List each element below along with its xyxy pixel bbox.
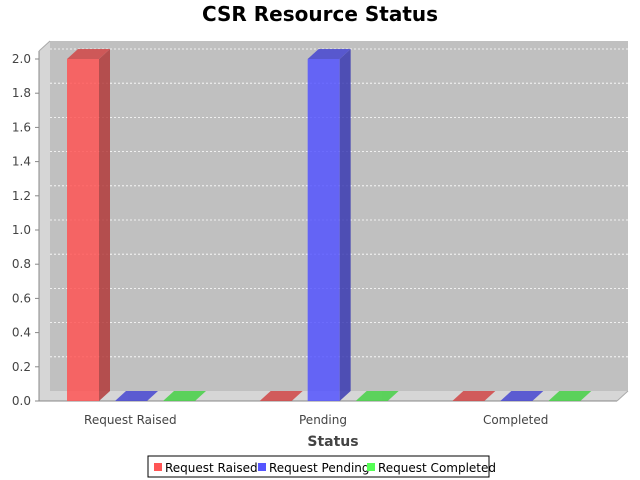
legend: Request Raised Request Pending Request Com… xyxy=(147,455,496,478)
x-axis-categories: Request Raised Pending Completed xyxy=(84,413,548,427)
x-tick-label: Request Raised xyxy=(84,413,177,427)
plot-area: 0.0 0.2 0.4 0.6 0.8 1.0 1.2 1.4 1.6 1.8 2.0 xyxy=(12,40,629,408)
bar-request-pending-2 xyxy=(500,391,544,401)
x-tick-label: Completed xyxy=(483,413,548,427)
bar-top xyxy=(355,391,399,401)
y-tick-label: 0.8 xyxy=(12,257,31,271)
bar-request-raised-0 xyxy=(67,49,110,401)
y-tick-label: 1.8 xyxy=(12,86,31,100)
bar-top xyxy=(307,49,351,59)
bar-request-pending-0 xyxy=(115,391,158,401)
bar-request-completed-0 xyxy=(163,391,206,401)
bar-request-completed-1 xyxy=(355,391,399,401)
bar-top xyxy=(548,391,592,401)
legend-swatch xyxy=(154,463,162,471)
x-tick-label: Pending xyxy=(299,413,347,427)
bar-front xyxy=(307,59,340,401)
y-tick-label: 0.6 xyxy=(12,291,31,305)
plot-edge-top-left xyxy=(38,40,51,52)
bar-request-raised-2 xyxy=(452,391,496,401)
y-tick-label: 1.6 xyxy=(12,120,31,134)
bar-request-completed-2 xyxy=(548,391,592,401)
bar-side xyxy=(99,49,110,401)
chart-title: CSR Resource Status xyxy=(202,2,438,26)
legend-label: Request Completed xyxy=(378,461,496,475)
y-tick-label: 2.0 xyxy=(12,52,31,66)
y-axis-ticks: 0.0 0.2 0.4 0.6 0.8 1.0 1.2 1.4 1.6 1.8 2.0 xyxy=(12,52,39,408)
y-tick-label: 1.4 xyxy=(12,155,31,169)
bar-top xyxy=(259,391,303,401)
y-tick-label: 1.0 xyxy=(12,223,31,237)
y-tick-label: 0.0 xyxy=(12,394,31,408)
bar-top xyxy=(163,391,206,401)
legend-swatch xyxy=(367,463,375,471)
bar-top xyxy=(67,49,110,59)
bar-top xyxy=(115,391,158,401)
y-tick-label: 0.2 xyxy=(12,360,31,374)
plot-edge-bottom-right xyxy=(616,390,629,402)
y-tick-label: 0.4 xyxy=(12,326,31,340)
bar-top xyxy=(452,391,496,401)
y-tick-label: 1.2 xyxy=(12,189,31,203)
bar-request-pending-1 xyxy=(307,49,351,401)
bars xyxy=(67,49,592,401)
x-axis-title: Status xyxy=(307,434,358,450)
bar-top xyxy=(500,391,544,401)
legend-box xyxy=(147,455,490,478)
bar-side xyxy=(339,49,351,401)
legend-label: Request Pending xyxy=(269,461,370,475)
legend-swatch xyxy=(258,463,266,471)
bar-front xyxy=(67,59,99,401)
bar-request-raised-1 xyxy=(259,391,303,401)
legend-label: Request Raised xyxy=(165,461,258,475)
